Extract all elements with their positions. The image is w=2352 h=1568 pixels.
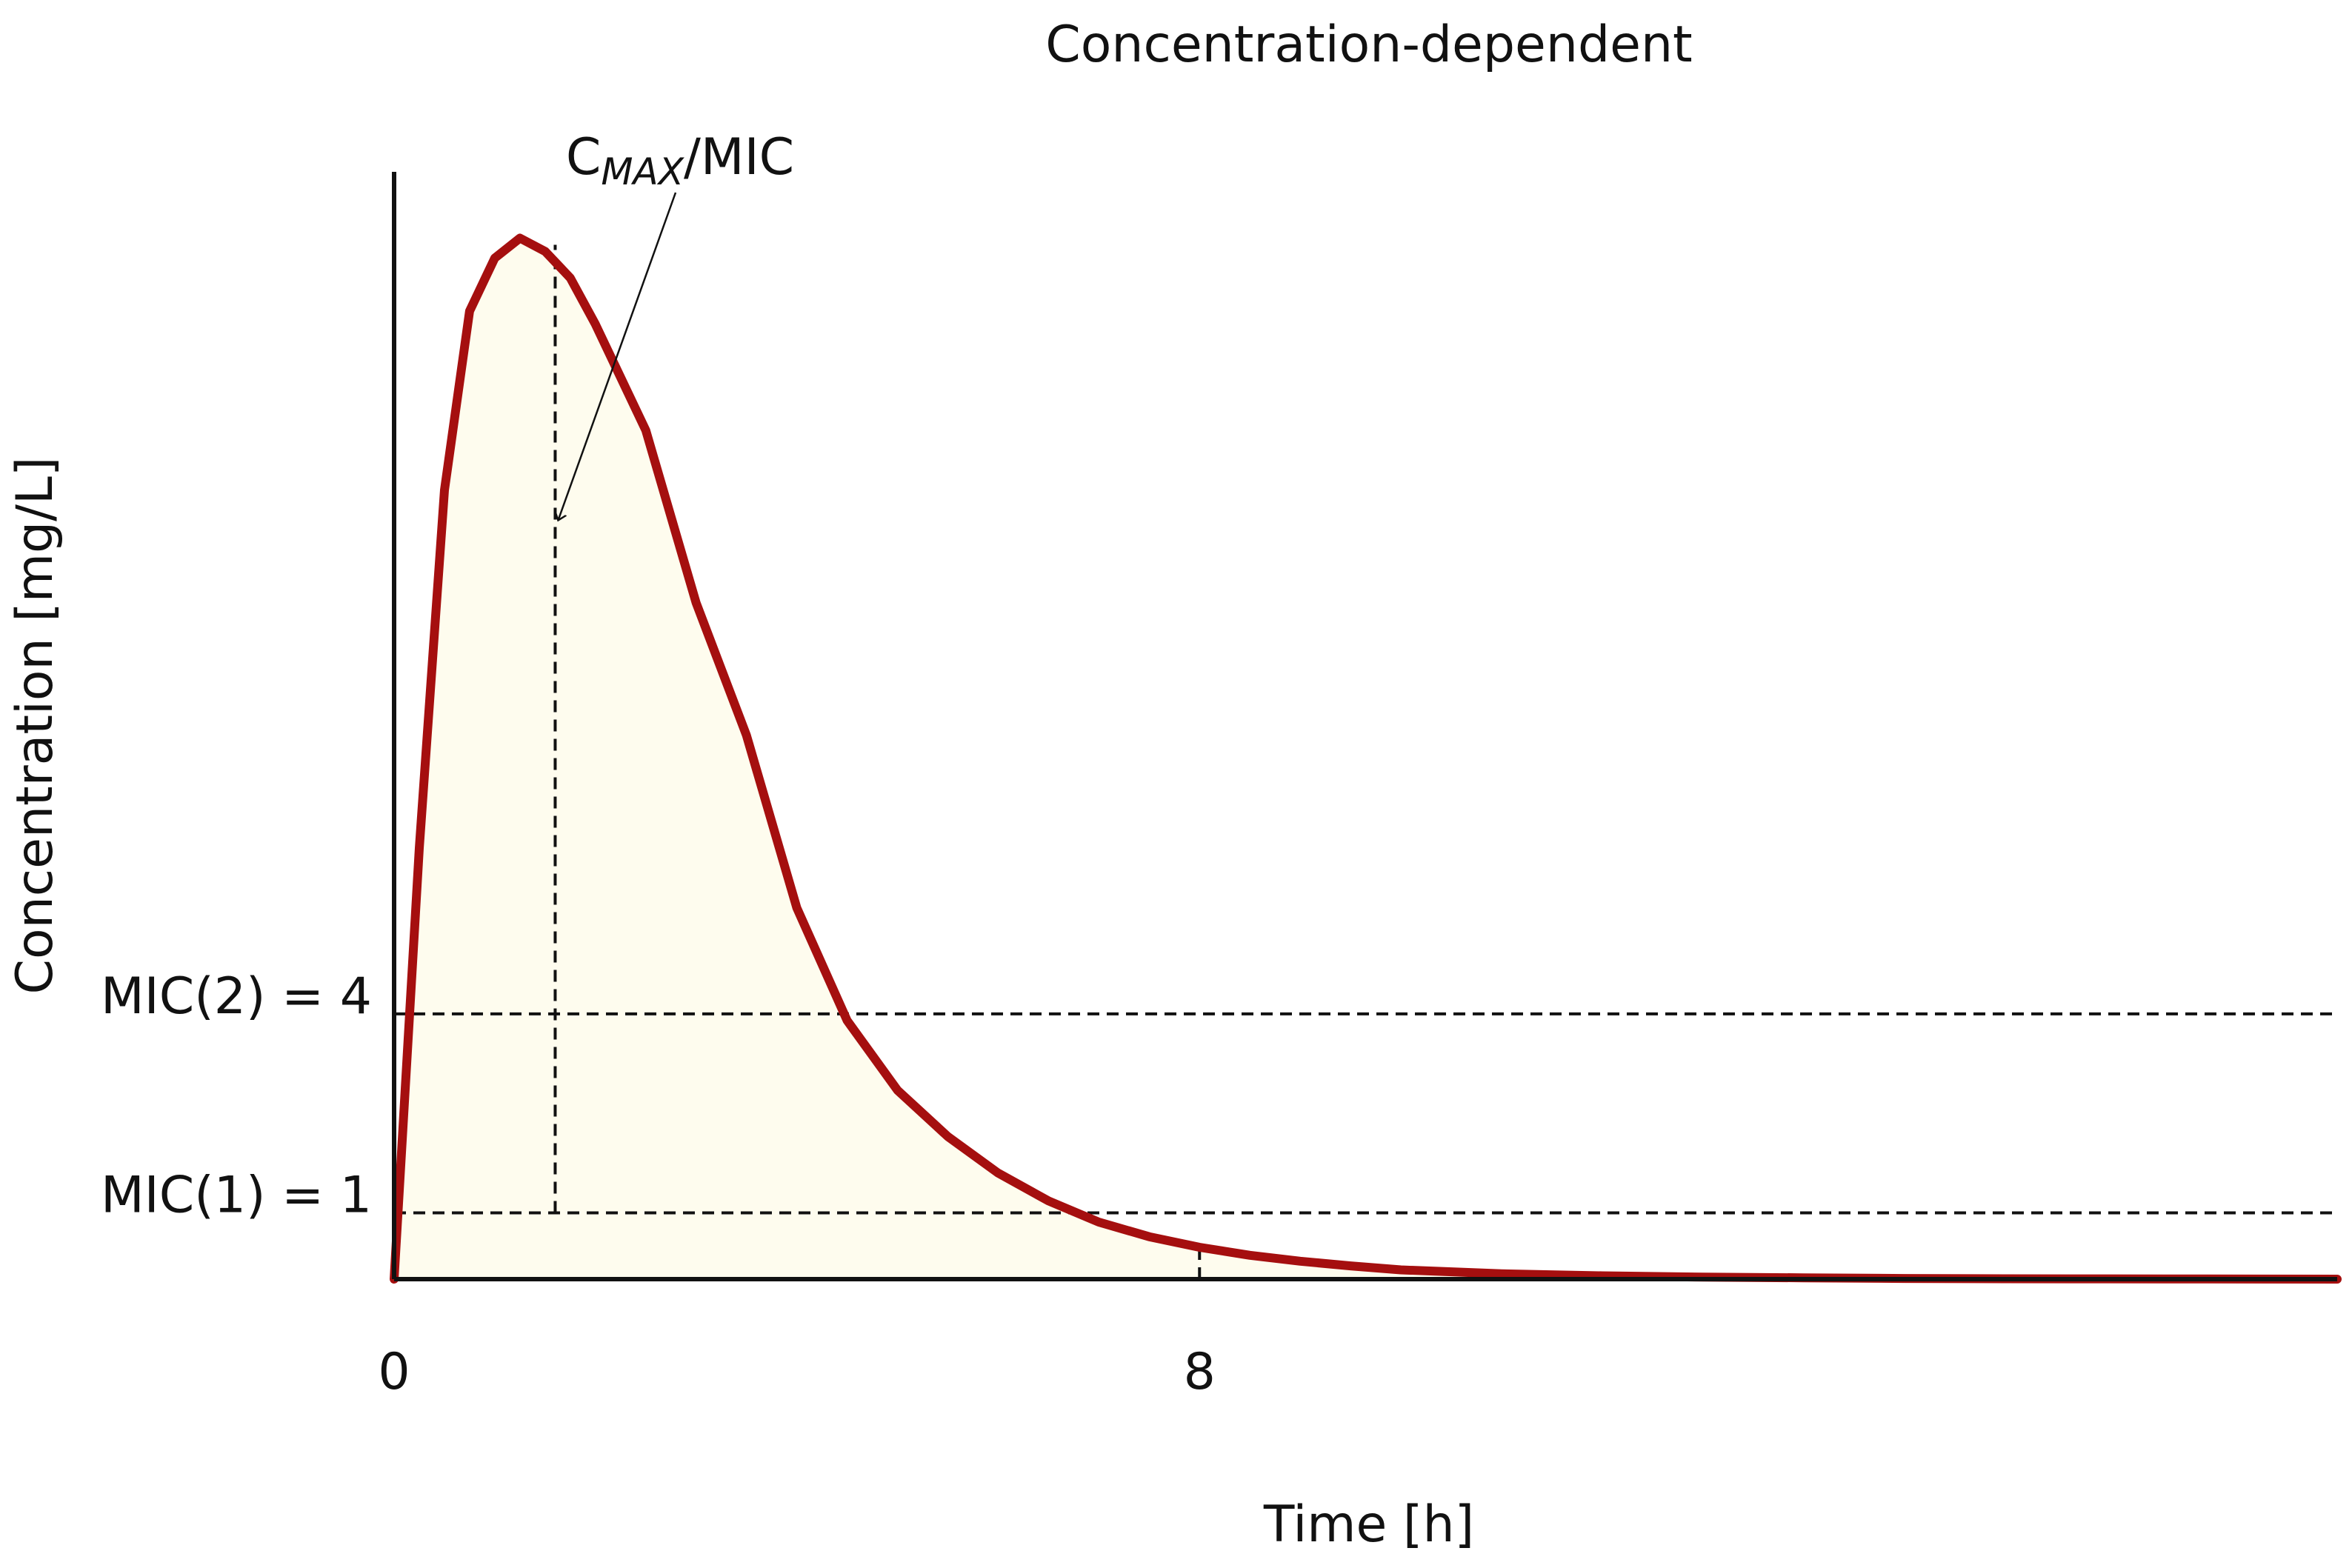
x-tick-label-0: 0 (378, 1343, 410, 1401)
mic1-label: MIC(1) = 1 (101, 1166, 372, 1224)
cmax-subscript: MAX (601, 150, 684, 193)
chart-title: Concentration-dependent (1045, 16, 1692, 74)
area-under-curve (394, 238, 2337, 1279)
cmax-mic-annotation: CMAX/MIC (566, 128, 794, 193)
cmax-annotation-arrow (558, 192, 677, 520)
cmax-c: C (566, 128, 601, 187)
x-tick-label-8: 8 (1184, 1343, 1216, 1401)
x-axis-label: Time [h] (1263, 1495, 1474, 1554)
mic2-label: MIC(2) = 4 (101, 967, 372, 1026)
y-axis-label: Concentration [mg/L] (6, 457, 64, 995)
cmax-suffix: /MIC (684, 128, 794, 187)
